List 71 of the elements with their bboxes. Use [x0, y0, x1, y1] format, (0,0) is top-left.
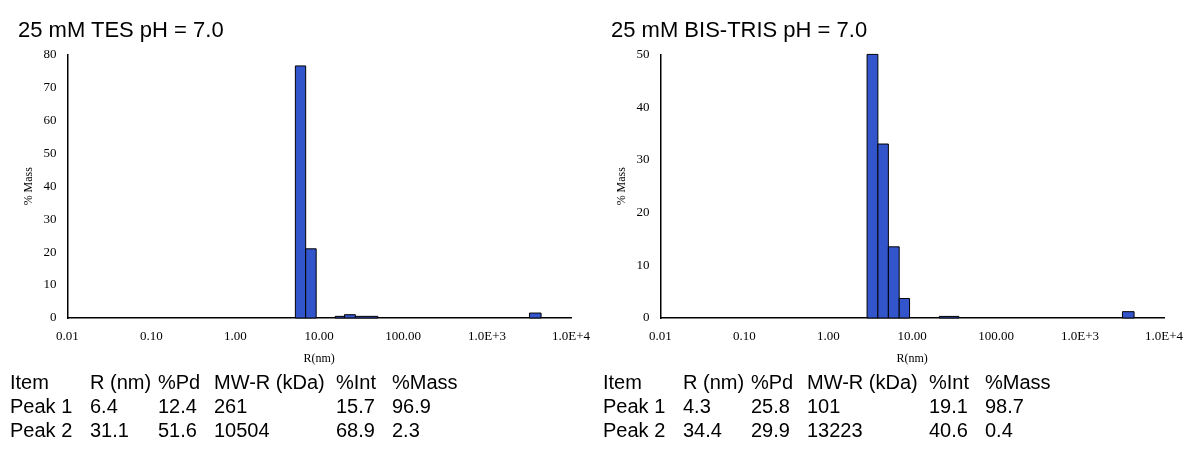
- x-tick-label: 1.00: [816, 328, 840, 344]
- text: MW-R (kDa): [214, 370, 326, 394]
- x-tick-label: 0.10: [139, 328, 163, 344]
- text: 25.8: [751, 394, 791, 418]
- y-tick-label: 0: [49, 309, 57, 325]
- x-tick-label: 10.00: [304, 328, 334, 344]
- text: 4.3: [683, 394, 712, 418]
- text: %Pd: [751, 370, 795, 394]
- text: MW-R (kDa): [807, 370, 919, 394]
- y-tick-label: 30: [636, 151, 650, 167]
- y-tick-label: 30: [43, 210, 57, 226]
- x-axis-title: R(nm): [303, 350, 335, 365]
- text: 29.9: [751, 418, 791, 442]
- x-tick-label: 1.00: [223, 328, 247, 344]
- y-tick-label: 0: [642, 309, 650, 325]
- text: 19.1: [929, 394, 969, 418]
- text: 0.4: [985, 418, 1014, 442]
- text: Peak 2: [10, 418, 74, 442]
- text: 98.7: [985, 394, 1025, 418]
- y-tick-label: 60: [43, 111, 57, 127]
- text: 6.4: [90, 394, 119, 418]
- text: 96.9: [392, 394, 432, 418]
- x-tick-label: 1.0E+3: [468, 328, 507, 344]
- x-tick-label: 0.10: [732, 328, 756, 344]
- text: 31.1: [90, 418, 130, 442]
- text: Peak 1: [10, 394, 74, 418]
- text: Peak 1: [603, 394, 667, 418]
- text: 2.3: [392, 418, 421, 442]
- x-tick-label: 1.0E+3: [1061, 328, 1100, 344]
- text: Item: [603, 370, 643, 394]
- text: 261: [214, 394, 249, 418]
- y-tick-label: 40: [43, 177, 57, 193]
- x-tick-label: 100.00: [978, 328, 1015, 344]
- y-tick-label: 40: [636, 98, 650, 114]
- chart-title: 25 mM BIS-TRIS pH = 7.0: [611, 17, 868, 43]
- x-tick-label: 10.00: [897, 328, 927, 344]
- x-tick-label: 1.0E+4: [551, 328, 591, 344]
- text: %Pd: [158, 370, 202, 394]
- y-tick-label: 20: [636, 203, 650, 219]
- text: R (nm): [683, 370, 746, 394]
- text: 15.7: [336, 394, 376, 418]
- y-tick-label: 10: [43, 276, 57, 292]
- text: 101: [807, 394, 842, 418]
- text: 13223: [807, 418, 864, 442]
- text: 40.6: [929, 418, 969, 442]
- y-tick-label: 50: [43, 144, 57, 160]
- x-axis-title: R(nm): [896, 350, 928, 365]
- text: 51.6: [158, 418, 198, 442]
- y-tick-label: 20: [43, 243, 57, 259]
- y-tick-label: 80: [43, 45, 57, 61]
- text: 34.4: [683, 418, 723, 442]
- text: %Mass: [985, 370, 1052, 394]
- y-axis-title: % Mass: [21, 166, 36, 206]
- text: R (nm): [90, 370, 153, 394]
- text: Peak 2: [603, 418, 667, 442]
- text: 68.9: [336, 418, 376, 442]
- y-tick-label: 10: [636, 256, 650, 272]
- text: 10504: [214, 418, 271, 442]
- text: 12.4: [158, 394, 198, 418]
- text: %Int: [336, 370, 378, 394]
- x-tick-label: 100.00: [385, 328, 422, 344]
- chart-title: 25 mM TES pH = 7.0: [18, 17, 224, 43]
- x-tick-label: 0.01: [56, 328, 79, 344]
- x-tick-label: 1.0E+4: [1144, 328, 1184, 344]
- y-tick-label: 50: [636, 45, 650, 61]
- y-tick-label: 70: [43, 78, 57, 94]
- text: Item: [10, 370, 50, 394]
- text: %Mass: [392, 370, 459, 394]
- y-axis-title: % Mass: [614, 166, 629, 206]
- x-tick-label: 0.01: [649, 328, 672, 344]
- text: %Int: [929, 370, 971, 394]
